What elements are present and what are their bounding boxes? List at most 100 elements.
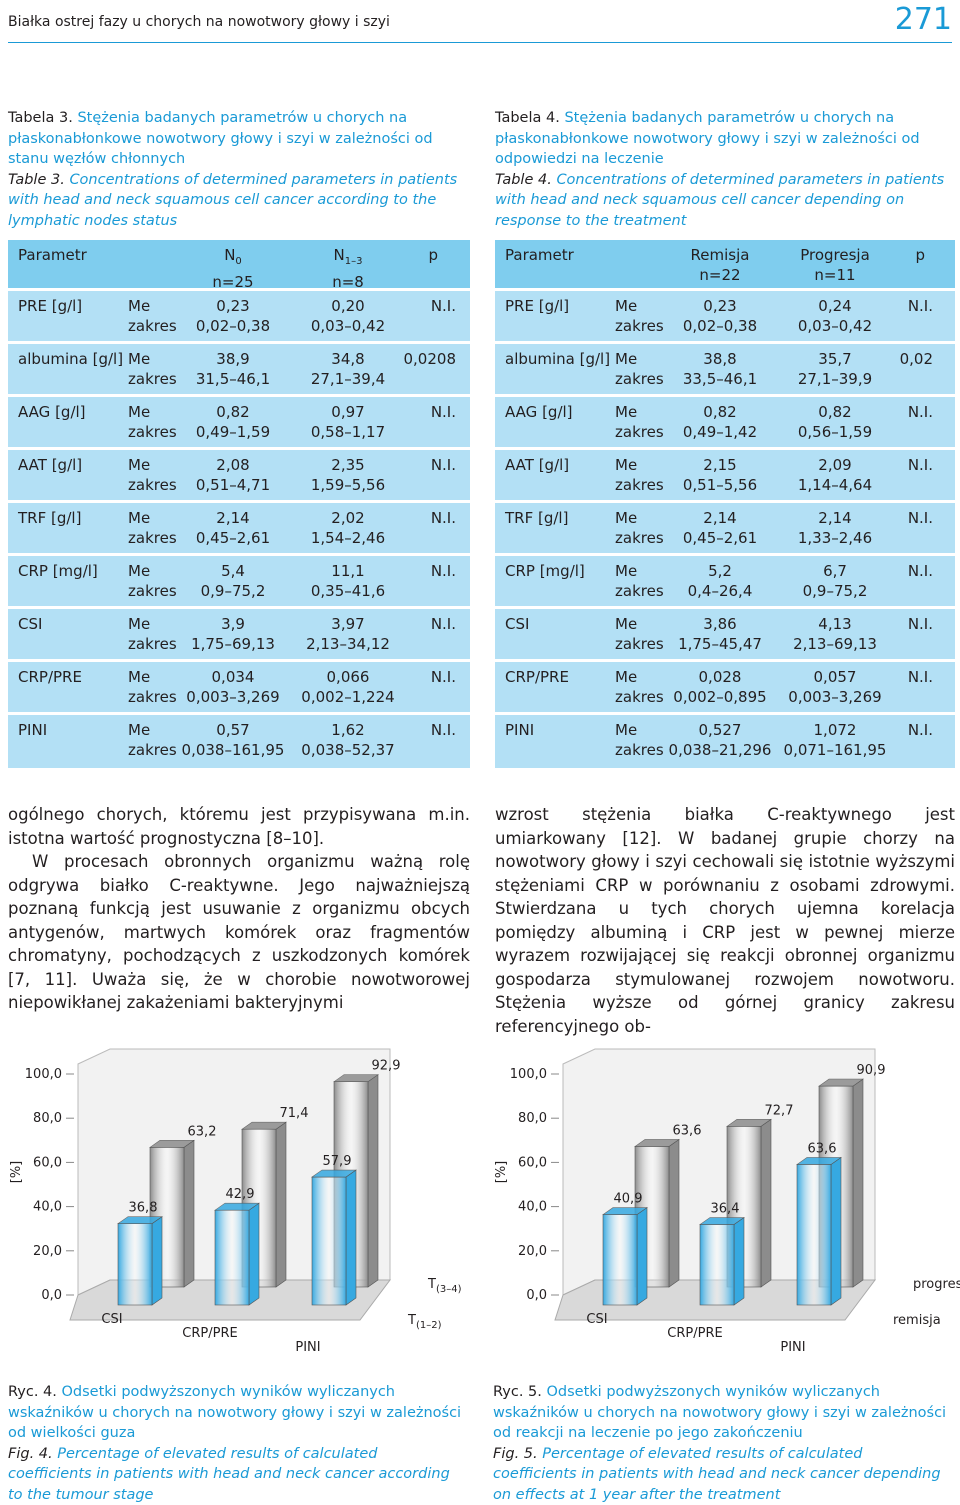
legend-name: remisja <box>893 1313 941 1328</box>
param: CRP [mg/l] <box>505 561 585 581</box>
x-tick-label: PINI <box>295 1340 320 1355</box>
param: PINI <box>505 720 534 740</box>
stat-me: Me <box>615 720 637 740</box>
stat-me: Me <box>615 508 637 528</box>
y-tick-label: 80,0 <box>33 1111 62 1126</box>
header-cell: Parametr <box>18 245 87 265</box>
median: 0,97 <box>288 402 408 422</box>
value-label: 71,4 <box>280 1106 309 1121</box>
caption-label: Ryc. 5. <box>493 1384 542 1400</box>
bar-side <box>276 1122 286 1287</box>
param: PRE [g/l] <box>505 296 569 316</box>
median: 0,066 <box>288 667 408 687</box>
x-tick-label: CSI <box>586 1312 607 1327</box>
y-tick-label: 60,0 <box>33 1155 62 1170</box>
stat-me: Me <box>128 349 150 369</box>
median: 1,072 <box>775 720 895 740</box>
param: CSI <box>18 614 42 634</box>
caption: Tabela 4. Stężenia badanych parametrów u… <box>495 108 950 231</box>
caption-en: Table 3. Concentrations of determined pa… <box>8 170 463 232</box>
caption-text: Odsetki podwyższonych wyników wyliczanyc… <box>493 1384 946 1441</box>
value-label: 72,7 <box>765 1103 794 1118</box>
bar <box>603 1215 637 1305</box>
param: CRP [mg/l] <box>18 561 98 581</box>
p-value: N.I. <box>431 614 456 634</box>
chart: 0,020,040,060,080,0100,0[%]63,271,492,93… <box>0 1040 475 1370</box>
range: 1,54–2,46 <box>278 528 418 548</box>
p-value: N.I. <box>431 561 456 581</box>
median: 11,1 <box>288 561 408 581</box>
median: 6,7 <box>775 561 895 581</box>
stat-me: Me <box>128 508 150 528</box>
median: 2,02 <box>288 508 408 528</box>
stat-me: Me <box>128 402 150 422</box>
p-value: N.I. <box>908 667 933 687</box>
y-tick-label: 40,0 <box>33 1200 62 1215</box>
legend-name: progresja <box>913 1277 960 1292</box>
caption: Ryc. 4. Odsetki podwyższonych wyników wy… <box>8 1382 463 1505</box>
legend-label: T(1–2) <box>407 1313 442 1331</box>
range: 1,33–2,46 <box>765 528 905 548</box>
x-tick-label: CSI <box>101 1312 122 1327</box>
bar-side <box>184 1140 194 1287</box>
caption-label: Tabela 4. <box>495 110 560 126</box>
bar <box>312 1177 346 1305</box>
running-title: Białka ostrej fazy u chorych na nowotwor… <box>8 14 390 30</box>
value-label: 42,9 <box>226 1187 255 1202</box>
p-value: N.I. <box>908 614 933 634</box>
header-line: N1–3 <box>288 245 408 272</box>
param: CRP/PRE <box>18 667 82 687</box>
stat-me: Me <box>615 296 637 316</box>
stat-me: Me <box>615 349 637 369</box>
median: 0,82 <box>660 402 780 422</box>
bar-side <box>346 1170 356 1305</box>
param: albumina [g/l] <box>505 349 610 369</box>
caption-label: Fig. 5. <box>493 1446 538 1462</box>
stat-me: Me <box>615 561 637 581</box>
bar-side <box>669 1139 679 1287</box>
caption-text: Percentage of elevated results of calcul… <box>8 1446 450 1503</box>
header-line: Remisja <box>660 245 780 265</box>
caption-text: Concentrations of determined parameters … <box>8 172 457 229</box>
text-column: wzrost stężenia białka C-reaktywnego jes… <box>495 803 955 1038</box>
legend-name: T <box>427 1277 436 1292</box>
caption-label: Tabela 3. <box>8 110 73 126</box>
median: 0,23 <box>173 296 293 316</box>
stat-me: Me <box>128 614 150 634</box>
legend-label: remisja <box>893 1313 941 1328</box>
median: 0,527 <box>660 720 780 740</box>
caption-pl: Ryc. 5. Odsetki podwyższonych wyników wy… <box>493 1382 948 1444</box>
param: CRP/PRE <box>505 667 569 687</box>
text-column: ogólnego chorych, któremu jest przypisyw… <box>8 803 470 1015</box>
header-line: N0 <box>173 245 293 272</box>
param: PRE [g/l] <box>18 296 82 316</box>
median: 2,14 <box>775 508 895 528</box>
median: 3,86 <box>660 614 780 634</box>
caption-label: Table 4. <box>495 172 552 188</box>
range: 1,14–4,64 <box>765 475 905 495</box>
range: 2,13–69,13 <box>765 634 905 654</box>
header-n: n=11 <box>775 265 895 285</box>
y-tick-label: 80,0 <box>518 1111 547 1126</box>
chart: 0,020,040,060,080,0100,0[%]63,672,790,94… <box>485 1040 960 1370</box>
paragraph: wzrost stężenia białka C-reaktywnego jes… <box>495 803 955 1038</box>
range: 0,56–1,59 <box>765 422 905 442</box>
median: 5,2 <box>660 561 780 581</box>
median: 34,8 <box>288 349 408 369</box>
